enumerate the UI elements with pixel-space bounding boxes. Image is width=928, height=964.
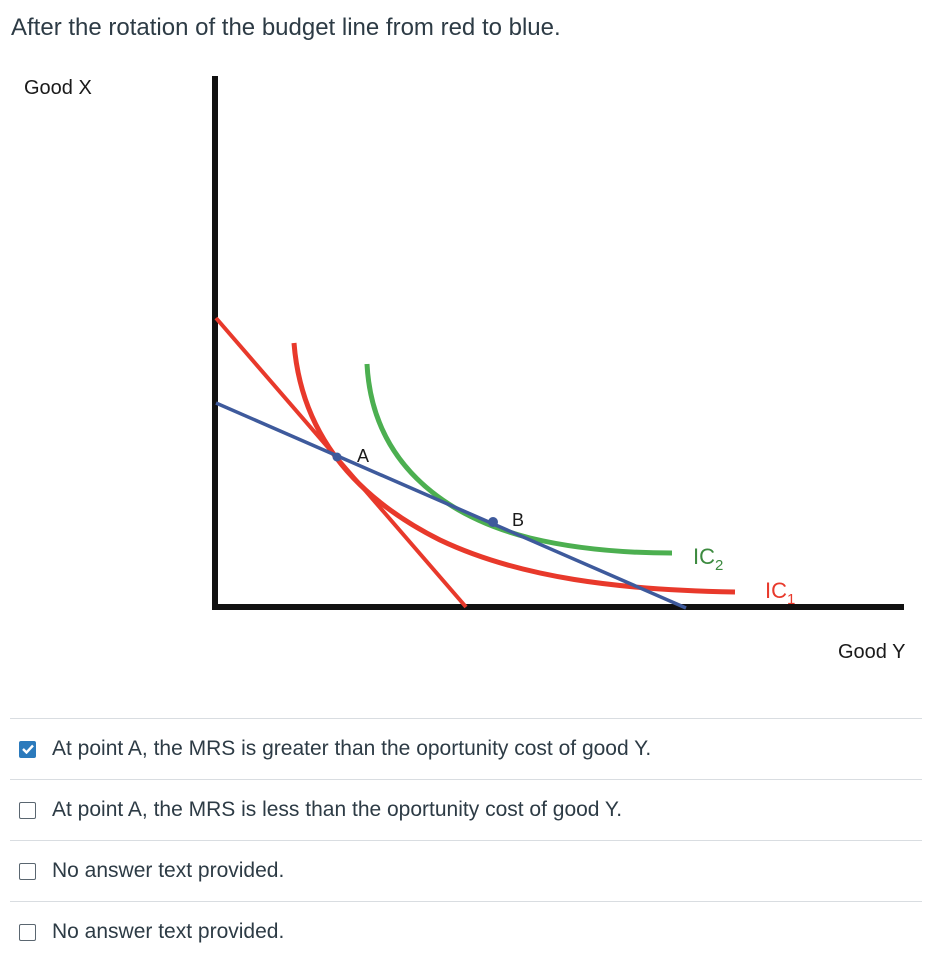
economics-diagram: Good X Good Y A B IC2 IC1 — [0, 60, 928, 700]
point-b-label: B — [512, 510, 524, 530]
answer-option-3[interactable]: No answer text provided. — [10, 840, 922, 901]
answer-list: At point A, the MRS is greater than the … — [10, 718, 922, 962]
answer-option-1[interactable]: At point A, the MRS is greater than the … — [10, 718, 922, 779]
budget-indifference-graph: Good X Good Y A B IC2 IC1 — [24, 76, 905, 663]
checkbox-icon[interactable] — [19, 923, 36, 941]
question-text: After the rotation of the budget line fr… — [11, 14, 561, 41]
answer-text: At point A, the MRS is less than the opo… — [52, 798, 623, 821]
checkbox-checked-icon[interactable] — [19, 740, 36, 758]
point-a-label: A — [357, 446, 369, 466]
answer-option-2[interactable]: At point A, the MRS is less than the opo… — [10, 779, 922, 840]
checkbox-icon[interactable] — [19, 801, 36, 819]
y-axis-label: Good X — [24, 77, 92, 99]
answer-option-4[interactable]: No answer text provided. — [10, 901, 922, 962]
answer-text: At point A, the MRS is greater than the … — [52, 737, 652, 760]
point-b — [488, 517, 498, 527]
checkbox-icon[interactable] — [19, 862, 36, 880]
ic2-label: IC2 — [693, 544, 723, 574]
x-axis-label: Good Y — [838, 641, 905, 663]
point-a — [332, 452, 342, 462]
original-budget-line — [214, 316, 468, 609]
ic1-label: IC1 — [765, 578, 795, 608]
new-budget-line — [215, 401, 687, 610]
answer-text: No answer text provided. — [52, 920, 285, 943]
answer-text: No answer text provided. — [52, 859, 285, 882]
